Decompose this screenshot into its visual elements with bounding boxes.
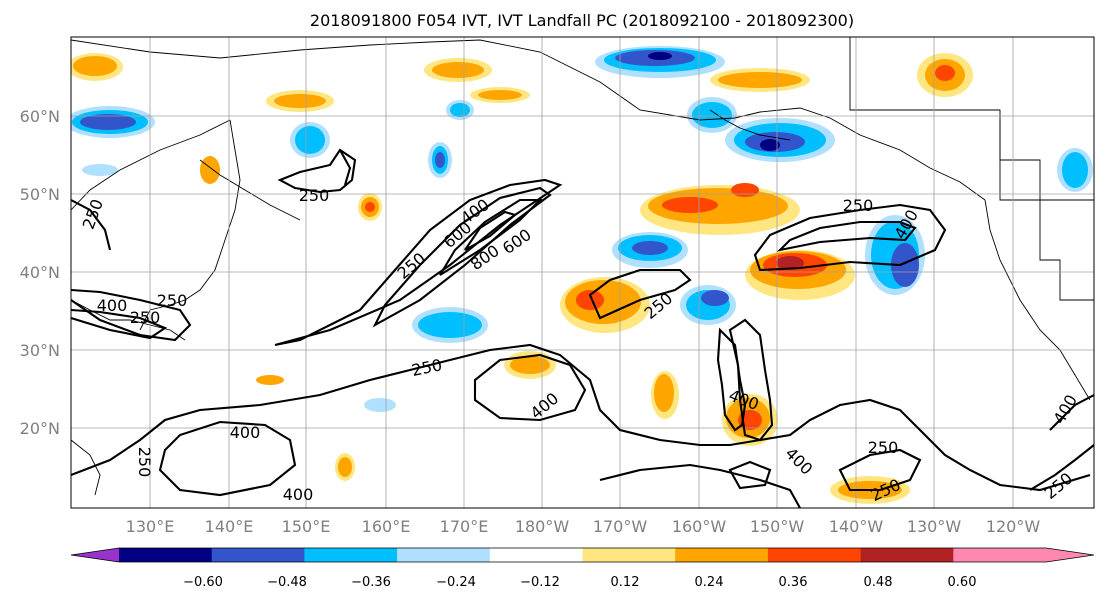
graticule bbox=[71, 37, 1094, 508]
map-title: 2018091800 F054 IVT, IVT Landfall PC (20… bbox=[310, 11, 854, 30]
contour-label: 400 bbox=[230, 423, 261, 442]
colorbar-tick-label: 0.12 bbox=[611, 575, 640, 590]
contour-label: 250 bbox=[299, 186, 330, 205]
colorbar-extend-max bbox=[1046, 548, 1094, 562]
lat-label: 60°N bbox=[20, 107, 60, 126]
colorbar-segments bbox=[70, 547, 1095, 563]
contour-label: 400 bbox=[97, 296, 128, 315]
colorbar-segment bbox=[304, 548, 398, 562]
colorbar-segment bbox=[860, 548, 954, 562]
lon-label: 150°E bbox=[282, 517, 331, 536]
contour-label: 250 bbox=[157, 291, 188, 310]
contour-label: 250 bbox=[135, 447, 154, 478]
colorbar-segment bbox=[675, 548, 769, 562]
colorbar-tick-label: 0.24 bbox=[695, 575, 724, 590]
lon-label: 130°E bbox=[126, 517, 175, 536]
latitude-labels: 60°N 50°N 40°N 30°N 20°N bbox=[20, 107, 60, 438]
colorbar-tick-labels: −0.60 −0.48 −0.36 −0.24 −0.12 0.12 0.24 … bbox=[183, 575, 976, 590]
colorbar-extend-min bbox=[71, 548, 119, 562]
lon-label: 160°E bbox=[362, 517, 411, 536]
lon-label: 140°W bbox=[829, 517, 884, 536]
contour-label: 250 bbox=[130, 308, 161, 327]
lon-label: 120°W bbox=[986, 517, 1041, 536]
longitude-labels: 130°E 140°E 150°E 160°E 170°E 180°W 170°… bbox=[126, 517, 1041, 536]
colorbar-tick-label: −0.12 bbox=[520, 575, 560, 590]
colorbar-segment bbox=[767, 548, 862, 562]
colorbar-tick-label: −0.36 bbox=[351, 575, 391, 590]
contour-label: 250 bbox=[868, 438, 899, 457]
lon-label: 150°W bbox=[750, 517, 805, 536]
map-frame bbox=[70, 36, 1095, 509]
colorbar-tick-label: −0.48 bbox=[267, 575, 307, 590]
colorbar-segment bbox=[119, 548, 213, 562]
ivt-contours bbox=[71, 148, 1094, 508]
colorbar-tick-label: 0.48 bbox=[864, 575, 893, 590]
lon-label: 140°E bbox=[205, 517, 254, 536]
colorbar-segment bbox=[397, 548, 491, 562]
colorbar-tick-label: −0.60 bbox=[183, 575, 223, 590]
lat-label: 40°N bbox=[20, 263, 60, 282]
lat-label: 20°N bbox=[20, 419, 60, 438]
colorbar-segment bbox=[489, 548, 583, 562]
colorbar-segment bbox=[211, 548, 305, 562]
lon-label: 160°W bbox=[672, 517, 727, 536]
colorbar-tick-label: 0.60 bbox=[948, 575, 977, 590]
colorbar-outline bbox=[70, 547, 1095, 563]
colorbar-tick-label: −0.24 bbox=[436, 575, 476, 590]
lon-label: 170°W bbox=[593, 517, 648, 536]
colorbar-segment bbox=[953, 548, 1047, 562]
colorbar: −0.60 −0.48 −0.36 −0.24 −0.12 0.12 0.24 … bbox=[70, 547, 1095, 590]
contour-label: 400 bbox=[283, 485, 314, 504]
colorbar-tick-label: 0.36 bbox=[779, 575, 808, 590]
colorbar-segment bbox=[582, 548, 676, 562]
lon-label: 170°E bbox=[440, 517, 489, 536]
lat-label: 50°N bbox=[20, 185, 60, 204]
lat-label: 30°N bbox=[20, 341, 60, 360]
map-background bbox=[71, 37, 1094, 508]
contour-label: 250 bbox=[843, 196, 874, 215]
lon-label: 180°W bbox=[515, 517, 570, 536]
lon-label: 130°W bbox=[907, 517, 962, 536]
